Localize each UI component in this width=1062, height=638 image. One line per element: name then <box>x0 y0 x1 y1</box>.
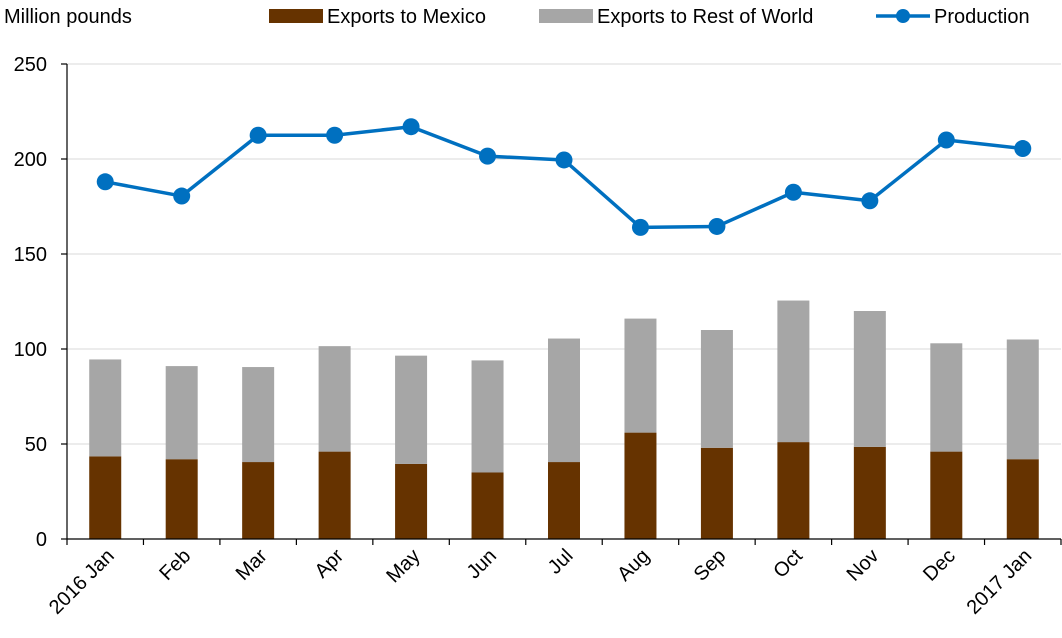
bar-exports-to-mexico-mar <box>242 462 275 539</box>
bar-exports-to-mexico-2017-jan <box>1006 459 1039 539</box>
y-tick-label-150: 150 <box>14 244 47 266</box>
x-tick-label-jun: Jun <box>463 545 501 583</box>
bar-exports-to-mexico-2016-jan <box>89 456 122 539</box>
production-point-apr <box>326 126 344 144</box>
bar-exports-to-mexico-jul <box>548 462 580 539</box>
production-point-nov <box>861 192 879 210</box>
x-tick-label-2017-jan: 2017 Jan <box>963 545 1037 619</box>
bar-exports-to-rest-of-world-apr <box>318 346 351 452</box>
x-tick-labels: 2016 Jan Feb Mar Apr May Jun Jul Aug Sep Oct Nov De… <box>45 545 1036 619</box>
legend-swatch-exports-to-rest-of-world <box>539 9 593 23</box>
bars <box>89 300 1039 539</box>
y-tick-label-50: 50 <box>25 434 47 456</box>
production-series-line <box>104 124 1023 230</box>
bar-exports-to-rest-of-world-aug <box>624 318 657 433</box>
bar-exports-to-mexico-nov <box>853 446 886 539</box>
y-tick-label-200: 200 <box>14 149 47 171</box>
bar-exports-to-rest-of-world-oct <box>777 300 810 443</box>
legend-swatch-exports-to-mexico <box>269 9 323 23</box>
production-point-feb <box>173 187 191 205</box>
bar-exports-to-rest-of-world-feb <box>165 366 198 460</box>
x-tick-label-mar: Mar <box>232 545 272 585</box>
production-point-sep <box>708 217 726 235</box>
bar-exports-to-rest-of-world-dec <box>930 343 963 452</box>
bar-exports-to-mexico-sep <box>700 447 733 539</box>
x-tick-label-2016-jan: 2016 Jan <box>45 545 119 619</box>
production-line <box>96 118 1032 236</box>
legend-label-exports-to-rest-of-world: Exports to Rest of World <box>597 6 813 28</box>
y-axis-unit-label: Million pounds <box>4 6 132 28</box>
production-point-oct <box>784 183 802 201</box>
production-point-dec <box>937 131 955 149</box>
x-tick-label-sep: Sep <box>690 545 731 586</box>
x-tick-label-jul: Jul <box>544 545 578 579</box>
legend-marker-production <box>896 9 910 23</box>
bar-exports-to-mexico-may <box>395 463 428 539</box>
production-point-aug <box>631 218 649 236</box>
x-tick-label-aug: Aug <box>613 545 654 586</box>
bar-exports-to-rest-of-world-nov <box>853 311 886 447</box>
bar-exports-to-mexico-dec <box>930 451 963 539</box>
y-tick-labels: 0 50 100 150 200 250 <box>14 54 47 551</box>
bar-exports-to-rest-of-world-2016-jan <box>89 359 122 457</box>
production-point-2016-jan <box>96 173 114 191</box>
production-point-jul <box>555 151 573 169</box>
production-point-2017-jan <box>1014 140 1032 158</box>
production-point-mar <box>249 126 267 144</box>
bar-exports-to-mexico-jun <box>471 472 504 539</box>
axes <box>61 63 1062 545</box>
y-tick-label-250: 250 <box>14 54 47 76</box>
bar-exports-to-rest-of-world-sep <box>700 330 733 448</box>
bar-exports-to-rest-of-world-jun <box>471 360 504 473</box>
bar-exports-to-rest-of-world-mar <box>242 367 275 463</box>
x-tick-label-apr: Apr <box>311 545 349 583</box>
bar-exports-to-mexico-apr <box>318 451 351 539</box>
x-tick-label-nov: Nov <box>843 545 884 586</box>
bar-exports-to-mexico-feb <box>165 459 198 539</box>
y-tick-label-0: 0 <box>36 529 47 551</box>
x-tick-label-feb: Feb <box>155 545 195 585</box>
legend-label-production: Production <box>934 6 1030 28</box>
bar-exports-to-rest-of-world-jul <box>548 338 580 463</box>
production-point-jun <box>479 147 497 165</box>
x-tick-label-oct: Oct <box>769 545 807 583</box>
production-point-may <box>402 118 420 136</box>
x-tick-label-dec: Dec <box>919 545 960 586</box>
x-tick-label-may: May <box>382 545 424 587</box>
bar-exports-to-rest-of-world-may <box>395 355 428 464</box>
legend: Exports to Mexico Exports to Rest of Worl… <box>269 6 1030 28</box>
bar-exports-to-rest-of-world-2017-jan <box>1006 339 1039 460</box>
y-tick-label-100: 100 <box>14 339 47 361</box>
bar-exports-to-mexico-oct <box>777 442 810 539</box>
bar-exports-to-mexico-aug <box>624 432 657 539</box>
legend-label-exports-to-mexico: Exports to Mexico <box>327 6 486 28</box>
